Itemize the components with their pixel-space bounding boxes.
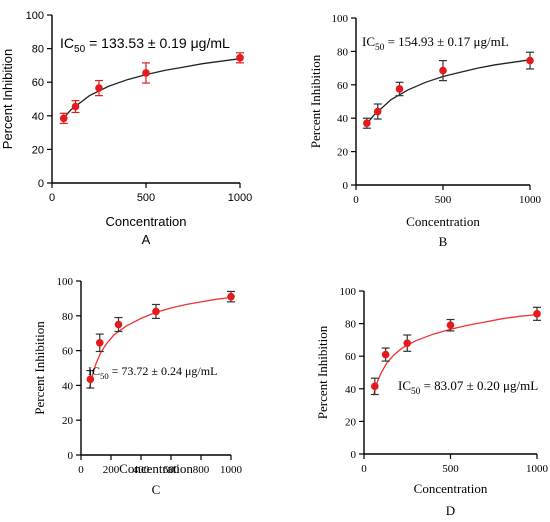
data-point <box>114 320 123 329</box>
y-tick-label: 20 <box>337 147 349 159</box>
data-point <box>533 310 541 318</box>
fit-curve <box>60 58 241 122</box>
data-point <box>142 69 150 77</box>
y-tick-label: 100 <box>340 286 357 298</box>
fit-curve <box>364 59 531 128</box>
data-point <box>526 56 534 65</box>
y-tick-label: 100 <box>332 13 349 25</box>
y-axis-label: Percent Inhibition <box>308 54 323 148</box>
x-tick-label: 0 <box>353 194 359 206</box>
y-tick-label: 40 <box>345 384 357 396</box>
y-tick-label: 80 <box>62 311 74 323</box>
data-point <box>363 119 371 128</box>
y-tick-label: 100 <box>26 10 44 22</box>
y-tick-label: 20 <box>32 144 44 156</box>
x-tick-label: 400 <box>133 464 150 476</box>
data-point <box>71 102 80 111</box>
x-tick-label: 1000 <box>526 463 549 475</box>
x-tick-label: 1000 <box>519 194 542 206</box>
data-point <box>446 321 455 330</box>
y-tick-label: 60 <box>32 77 44 89</box>
x-axis-label: Concentration <box>106 214 187 229</box>
x-tick-label: 0 <box>78 464 84 476</box>
data-point <box>403 339 412 347</box>
y-tick-label: 100 <box>57 276 74 288</box>
y-axis-label: Percent Inhibition <box>315 325 330 419</box>
data-point <box>86 375 95 384</box>
data-point <box>395 85 404 93</box>
data-point <box>152 307 160 316</box>
y-tick-label: 40 <box>62 380 74 392</box>
y-tick-label: 40 <box>337 113 349 125</box>
fit-curve <box>88 296 232 390</box>
data-point <box>227 292 235 301</box>
data-point <box>236 54 244 62</box>
data-point <box>381 350 390 359</box>
x-tick-label: 0 <box>49 192 55 204</box>
y-tick-label: 40 <box>32 111 44 123</box>
y-tick-label: 0 <box>68 450 74 462</box>
data-point <box>95 338 104 347</box>
y-tick-label: 60 <box>337 80 349 92</box>
y-tick-label: 80 <box>32 44 44 56</box>
y-tick-label: 60 <box>62 346 74 358</box>
ic50-annotation: IC50 = 133.53 ± 0.19 μg/mL <box>60 35 230 55</box>
panel-label: D <box>446 503 455 518</box>
x-tick-label: 500 <box>137 192 155 204</box>
panel-label: C <box>152 482 161 497</box>
x-tick-label: 500 <box>442 463 459 475</box>
y-tick-label: 20 <box>345 416 357 428</box>
y-tick-label: 20 <box>62 415 74 427</box>
x-tick-label: 1000 <box>220 464 243 476</box>
data-point <box>371 382 379 391</box>
data-point <box>95 84 103 92</box>
x-axis-label: Concentration <box>406 214 480 229</box>
fit-curve <box>372 313 538 396</box>
x-tick-label: 800 <box>193 464 210 476</box>
y-tick-label: 0 <box>343 180 349 192</box>
x-tick-label: 0 <box>361 463 367 475</box>
y-tick-label: 60 <box>345 351 357 363</box>
x-tick-label: 200 <box>103 464 120 476</box>
x-tick-label: 600 <box>163 464 180 476</box>
panel-label: B <box>439 234 448 249</box>
data-point <box>373 107 382 116</box>
data-point <box>439 66 447 75</box>
panel-label: A <box>142 232 151 247</box>
x-axis-label: Concentration <box>119 461 193 476</box>
y-tick-label: 80 <box>345 319 357 331</box>
y-axis-label: Percent Inhibition <box>0 49 15 149</box>
ic50-annotation: IC50 = 154.93 ± 0.17 μg/mL <box>362 34 509 53</box>
y-tick-label: 80 <box>337 46 349 58</box>
y-axis-label: Percent Inhibition <box>32 321 47 415</box>
x-tick-label: 1000 <box>228 192 252 204</box>
ic50-annotation: IC50 = 73.72 ± 0.24 μg/mL <box>88 364 217 381</box>
y-tick-label: 0 <box>38 178 44 190</box>
y-tick-label: 0 <box>351 449 357 461</box>
data-point <box>59 114 68 123</box>
x-tick-label: 500 <box>435 194 452 206</box>
x-axis-label: Concentration <box>414 481 488 496</box>
ic50-annotation: IC50 = 83.07 ± 0.20 μg/mL <box>398 378 538 397</box>
